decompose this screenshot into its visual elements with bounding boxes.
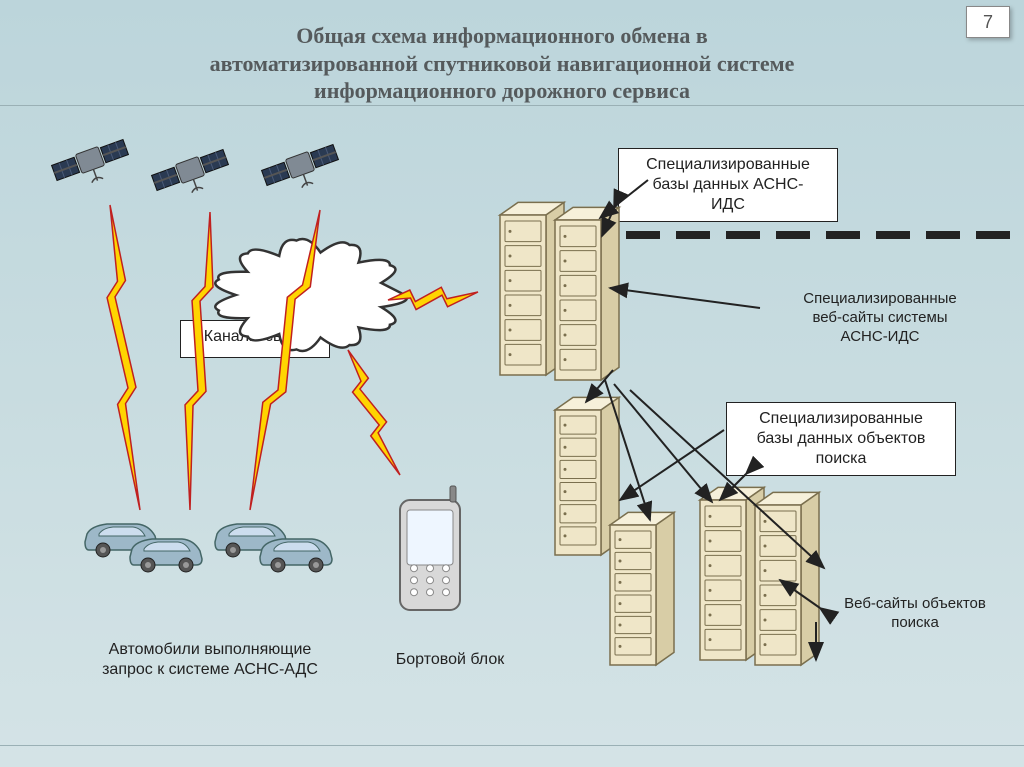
title-line-3: информационного дорожного сервиса xyxy=(50,77,954,105)
divider-top xyxy=(0,105,1024,106)
page-title: Общая схема информационного обмена в авт… xyxy=(50,22,954,105)
web-objects-label: Веб-сайты объектовпоиска xyxy=(820,595,1010,633)
device-label: Бортовой блок xyxy=(380,650,520,670)
channels-label-box: Каналы связи xyxy=(180,320,330,358)
spec-db-asns-box: Специализированныебазы данных АСНС-ИДС xyxy=(618,148,838,222)
divider-bottom xyxy=(0,745,1024,746)
page-number: 7 xyxy=(966,6,1010,38)
title-line-1: Общая схема информационного обмена в xyxy=(50,22,954,50)
spec-db-objects-box: Специализированныебазы данных объектовпо… xyxy=(726,402,956,476)
cars-label: Автомобили выполняющиезапрос к системе А… xyxy=(80,640,340,680)
spec-web-asns-label: Специализированныевеб-сайты системыАСНС-… xyxy=(770,290,990,346)
title-line-2: автоматизированной спутниковой навигацио… xyxy=(50,50,954,78)
